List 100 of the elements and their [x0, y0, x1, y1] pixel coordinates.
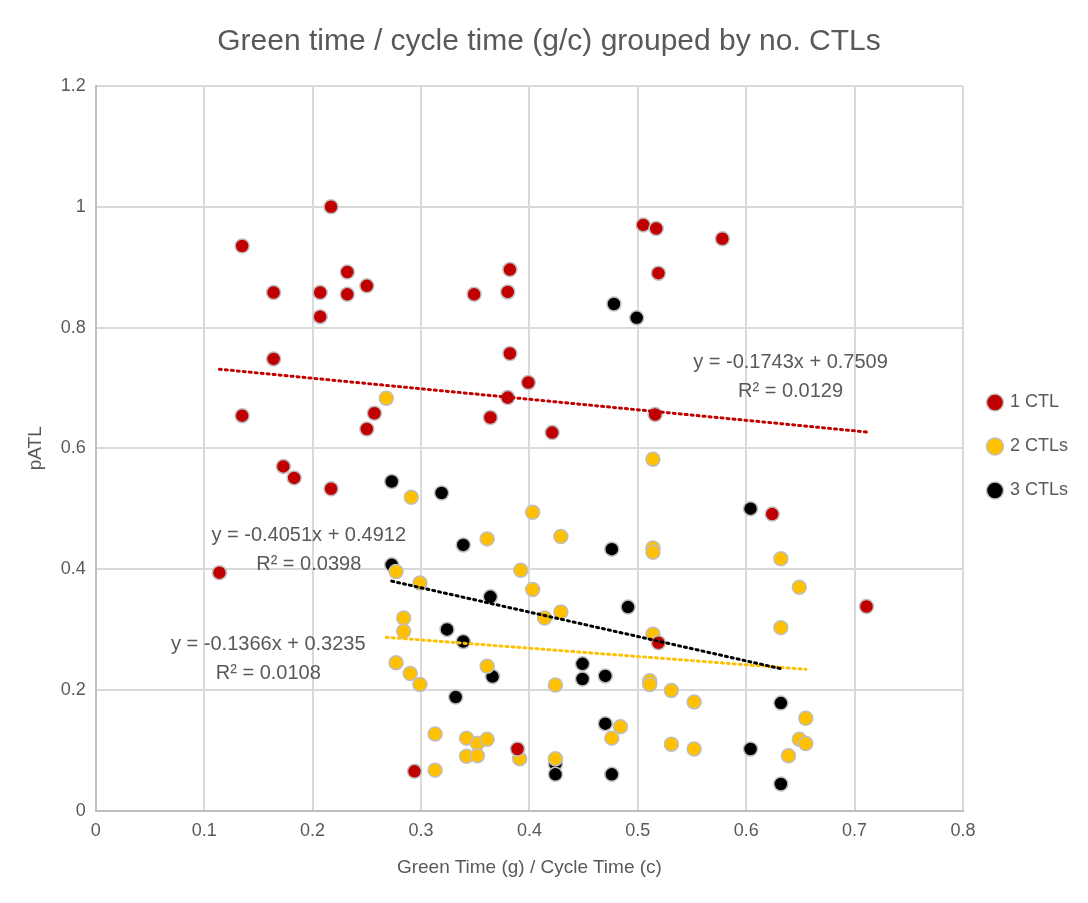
point — [312, 284, 328, 301]
point — [339, 264, 356, 280]
point — [544, 424, 560, 441]
point — [383, 473, 400, 490]
point — [574, 671, 591, 687]
point — [265, 351, 282, 367]
point — [499, 284, 516, 300]
point — [469, 747, 486, 764]
point — [641, 676, 658, 693]
point — [339, 286, 356, 303]
point — [764, 506, 780, 522]
point — [574, 656, 591, 672]
point — [612, 718, 629, 735]
y-tick-label: 0 — [75, 799, 86, 820]
annotation: R² = 0.0398 — [256, 551, 362, 574]
point — [663, 736, 680, 752]
point — [502, 261, 518, 278]
point — [635, 217, 651, 233]
point — [742, 500, 759, 517]
y-tick-label: 1.2 — [60, 74, 86, 95]
point — [403, 489, 419, 505]
point — [604, 766, 620, 783]
point — [686, 694, 702, 710]
point — [427, 762, 443, 778]
point — [547, 766, 564, 783]
x-tick-label: 0.1 — [191, 820, 217, 841]
point — [439, 621, 455, 638]
legend-label: 1 CTL — [1009, 391, 1060, 412]
point — [323, 481, 339, 497]
point — [366, 405, 383, 422]
point — [645, 451, 661, 467]
point — [509, 741, 526, 757]
x-tick-label: 0.4 — [516, 820, 542, 841]
point — [604, 541, 620, 557]
point — [553, 604, 569, 620]
point — [597, 668, 614, 684]
point — [395, 610, 412, 626]
point — [628, 310, 645, 326]
point — [323, 199, 339, 215]
point — [773, 619, 789, 636]
point — [648, 220, 664, 237]
point — [412, 676, 428, 693]
point — [427, 726, 443, 742]
point — [663, 682, 680, 699]
annotation: y = -0.1366x + 0.3235 — [171, 631, 366, 654]
point — [359, 278, 375, 294]
point — [714, 231, 731, 247]
annotation: R² = 0.0129 — [737, 378, 844, 401]
point — [524, 581, 541, 598]
point — [606, 296, 622, 312]
point — [395, 623, 412, 640]
point — [482, 589, 499, 605]
point — [520, 374, 537, 391]
point — [466, 286, 482, 303]
x-tick-label: 0.5 — [625, 820, 651, 841]
point — [211, 564, 228, 581]
point — [524, 504, 541, 521]
point — [482, 409, 499, 426]
point — [479, 658, 495, 675]
annotation: y = -0.1743x + 0.7509 — [693, 349, 888, 372]
point — [798, 735, 814, 752]
point — [645, 544, 661, 560]
point — [502, 345, 518, 362]
point — [433, 485, 450, 501]
point — [447, 689, 464, 705]
point — [234, 407, 250, 424]
point — [388, 563, 404, 580]
point — [234, 238, 250, 254]
y-tick-label: 0.2 — [60, 678, 86, 699]
legend-label: 2 CTLs — [1009, 435, 1069, 456]
point — [791, 579, 808, 595]
point — [780, 747, 797, 764]
point — [388, 654, 404, 671]
point — [650, 265, 667, 281]
y-tick-label: 0.4 — [60, 558, 86, 579]
point — [597, 715, 614, 732]
point — [620, 599, 636, 615]
point — [406, 763, 423, 780]
point — [547, 750, 564, 767]
y-tick-label: 1 — [75, 195, 86, 216]
point — [378, 390, 395, 406]
point — [312, 308, 328, 325]
y-axis-title: pATL — [23, 426, 45, 471]
x-tick-label: 0.8 — [950, 820, 976, 841]
chart-title: Green time / cycle time (g/c) grouped by no. CTLs — [217, 23, 881, 57]
legend-label: 3 CTLs — [1009, 479, 1069, 500]
point — [455, 537, 472, 553]
point — [553, 528, 569, 545]
point — [798, 710, 814, 726]
point — [742, 741, 759, 757]
point — [773, 551, 789, 567]
point — [858, 598, 875, 615]
x-tick-label: 0.3 — [408, 820, 434, 841]
point — [479, 731, 495, 748]
x-tick-label: 0.7 — [842, 820, 868, 841]
point — [479, 531, 495, 547]
x-tick-label: 0 — [90, 820, 101, 841]
annotation: y = -0.4051x + 0.4912 — [211, 522, 407, 545]
point — [773, 776, 789, 792]
point — [265, 284, 282, 301]
